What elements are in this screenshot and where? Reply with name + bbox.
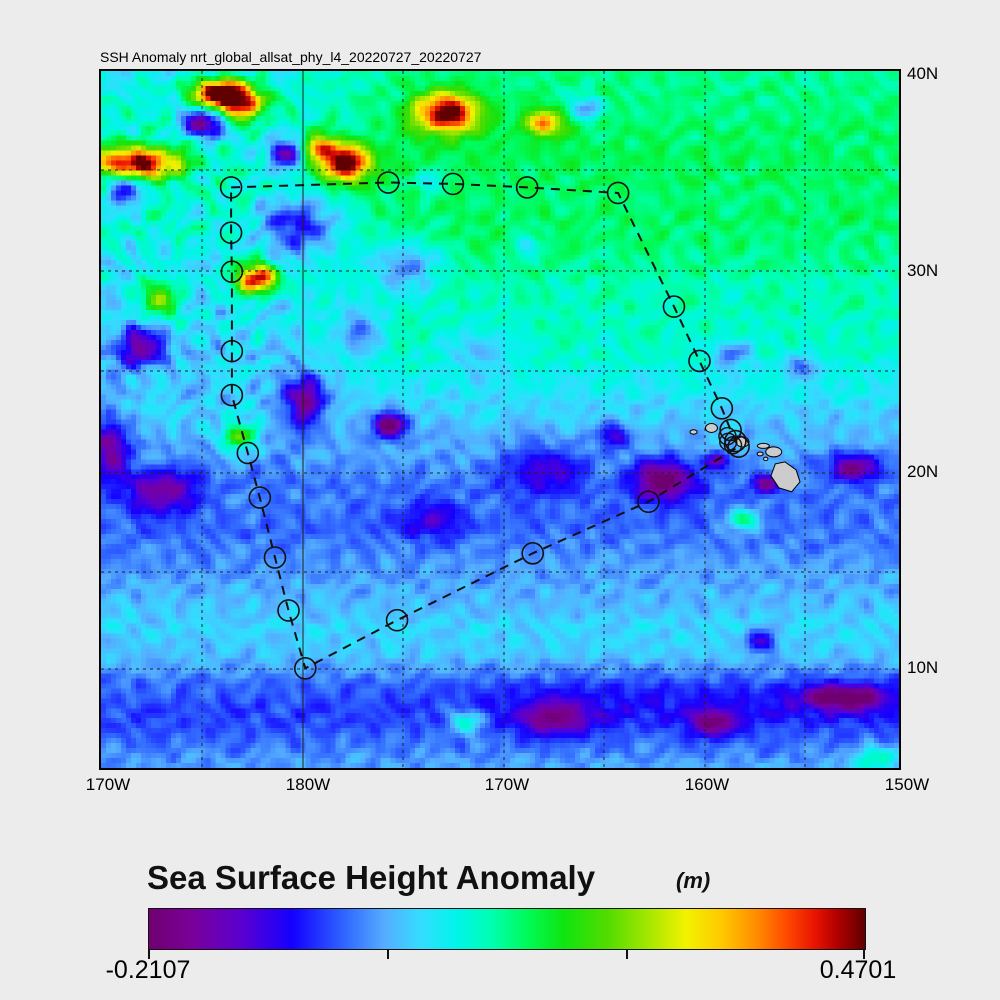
track-point-marker: [515, 176, 539, 199]
track-point-marker: [220, 260, 244, 284]
x-axis-tick-label-3: 170W: [484, 775, 530, 794]
hawaiian-island: [763, 456, 769, 462]
x-axis-tick-label-5: 150W: [884, 775, 930, 794]
track-point-marker: [293, 657, 317, 680]
map-plot-area: [99, 69, 901, 770]
x-axis-tick-label-2: 180W: [285, 775, 331, 794]
x-axis-tick-label-1: 170W: [85, 775, 131, 794]
track-point-marker: [637, 490, 660, 514]
track-point-marker: [521, 542, 545, 565]
track-point-marker: [263, 546, 287, 569]
colorbar-title: Sea Surface Height Anomaly: [147, 859, 596, 896]
colorbar-tick: [148, 949, 150, 959]
colorbar-tick: [863, 949, 865, 959]
track-point-marker: [723, 436, 743, 455]
y-axis-tick-label-10n: 10N: [907, 658, 939, 677]
colorbar-max-value: 0.4701: [819, 956, 897, 984]
colorbar-gradient: [148, 908, 866, 959]
colorbar-tick: [387, 949, 389, 959]
colorbar-tick: [626, 949, 628, 959]
hawaiian-island-big-island: [770, 461, 801, 493]
track-point-marker: [606, 181, 630, 205]
track-point-marker: [662, 295, 686, 318]
track-point-marker: [277, 599, 300, 622]
track-point-marker: [710, 397, 734, 420]
track-point-marker: [441, 172, 465, 196]
track-line: [230, 181, 740, 670]
track-point-marker: [219, 221, 243, 245]
hawaiian-island: [756, 451, 764, 457]
map-overlay: [101, 71, 899, 768]
track-point-marker: [248, 486, 272, 509]
track-point-marker: [236, 441, 260, 465]
x-axis-tick-label-4: 160W: [684, 775, 730, 794]
hawaiian-island: [689, 429, 698, 435]
y-axis-tick-label-30n: 30N: [907, 261, 939, 280]
y-axis-tick-label-40n: 40N: [907, 64, 939, 83]
hawaiian-island: [756, 442, 770, 449]
track-point-marker: [727, 435, 750, 458]
hawaiian-island: [704, 423, 718, 433]
colorbar-min-value: -0.2107: [105, 956, 191, 984]
y-axis-tick-label-20n: 20N: [907, 462, 939, 481]
track-point-marker: [688, 349, 711, 373]
track-point-marker: [385, 608, 409, 632]
track-point-marker: [719, 432, 738, 452]
track-point-marker: [718, 427, 737, 446]
track-point-marker: [220, 383, 244, 407]
track-point-marker: [376, 171, 400, 194]
track-point-marker: [220, 339, 244, 363]
colorbar-units-label: (m): [676, 868, 711, 893]
map-title: SSH Anomaly nrt_global_allsat_phy_l4_202…: [100, 49, 482, 65]
track-point-marker: [219, 176, 243, 199]
hawaiian-island: [765, 446, 783, 458]
